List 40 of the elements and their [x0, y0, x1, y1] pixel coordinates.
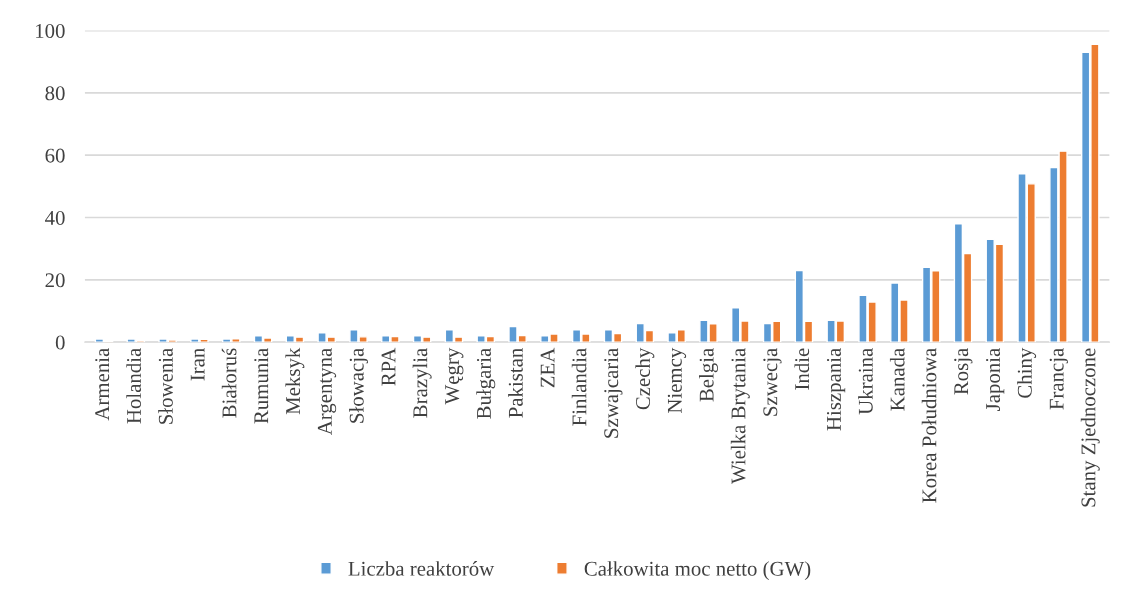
x-tick-label: Rumunia	[254, 348, 269, 424]
x-tick-label: Stany Zjednoczone	[1080, 348, 1100, 507]
x-tick-label: Wielka Brytania	[730, 348, 750, 484]
x-tick-label: RPA	[381, 347, 396, 386]
x-tick-label: Słowacja	[349, 348, 368, 423]
y-tick-label: 60	[45, 148, 65, 163]
y-tick-label: 0	[55, 335, 65, 350]
x-tick-label: Węgry	[445, 347, 464, 405]
x-tick-label: Kanada	[889, 348, 905, 411]
x-tick-label: Armenia	[95, 348, 110, 421]
x-tick-label: Belgia	[699, 348, 718, 402]
x-tick-label: Rosja	[954, 348, 973, 395]
x-tick-label: Korea Południowa	[921, 348, 937, 503]
x-tick-label: Białoruś	[221, 348, 237, 418]
x-tick-label: Szwajcaria	[604, 348, 623, 438]
x-tick-label: Szwecja	[763, 348, 782, 416]
x-tick-label: Meksyk	[285, 347, 305, 415]
x-tick-label: Słowenia	[158, 348, 173, 424]
x-tick-label: Iran	[190, 348, 205, 381]
x-tick-label: Finlandia	[571, 348, 587, 426]
x-tick-label: Bułgaria	[476, 348, 496, 419]
x-tick-label: ZEA	[540, 347, 555, 388]
y-tick-label: 40	[45, 210, 65, 225]
x-tick-label: Ukraina	[858, 348, 873, 415]
y-tick-label: 20	[45, 273, 65, 288]
x-tick-label: Czechy	[635, 347, 655, 410]
x-tick-label: Niemcy	[667, 347, 687, 414]
legend-label: Całkowita moc netto (GW)	[584, 561, 811, 581]
x-tick-label: Chiny	[1017, 347, 1037, 398]
x-tick-label: Indie	[794, 348, 810, 390]
y-tick-label: 80	[45, 86, 65, 101]
x-tick-label: Brazylia	[412, 348, 432, 418]
x-tick-label: Hiszpania	[826, 348, 846, 431]
x-tick-label: Francja	[1049, 348, 1068, 410]
x-tick-label: Pakistan	[508, 348, 523, 418]
x-tick-label: Argentyna	[317, 348, 337, 436]
x-tick-label: Holandia	[126, 348, 142, 424]
y-tick-label: 100	[36, 23, 65, 38]
x-tick-label: Japonia	[986, 348, 1005, 411]
legend-label: Liczba reaktorów	[348, 561, 495, 576]
